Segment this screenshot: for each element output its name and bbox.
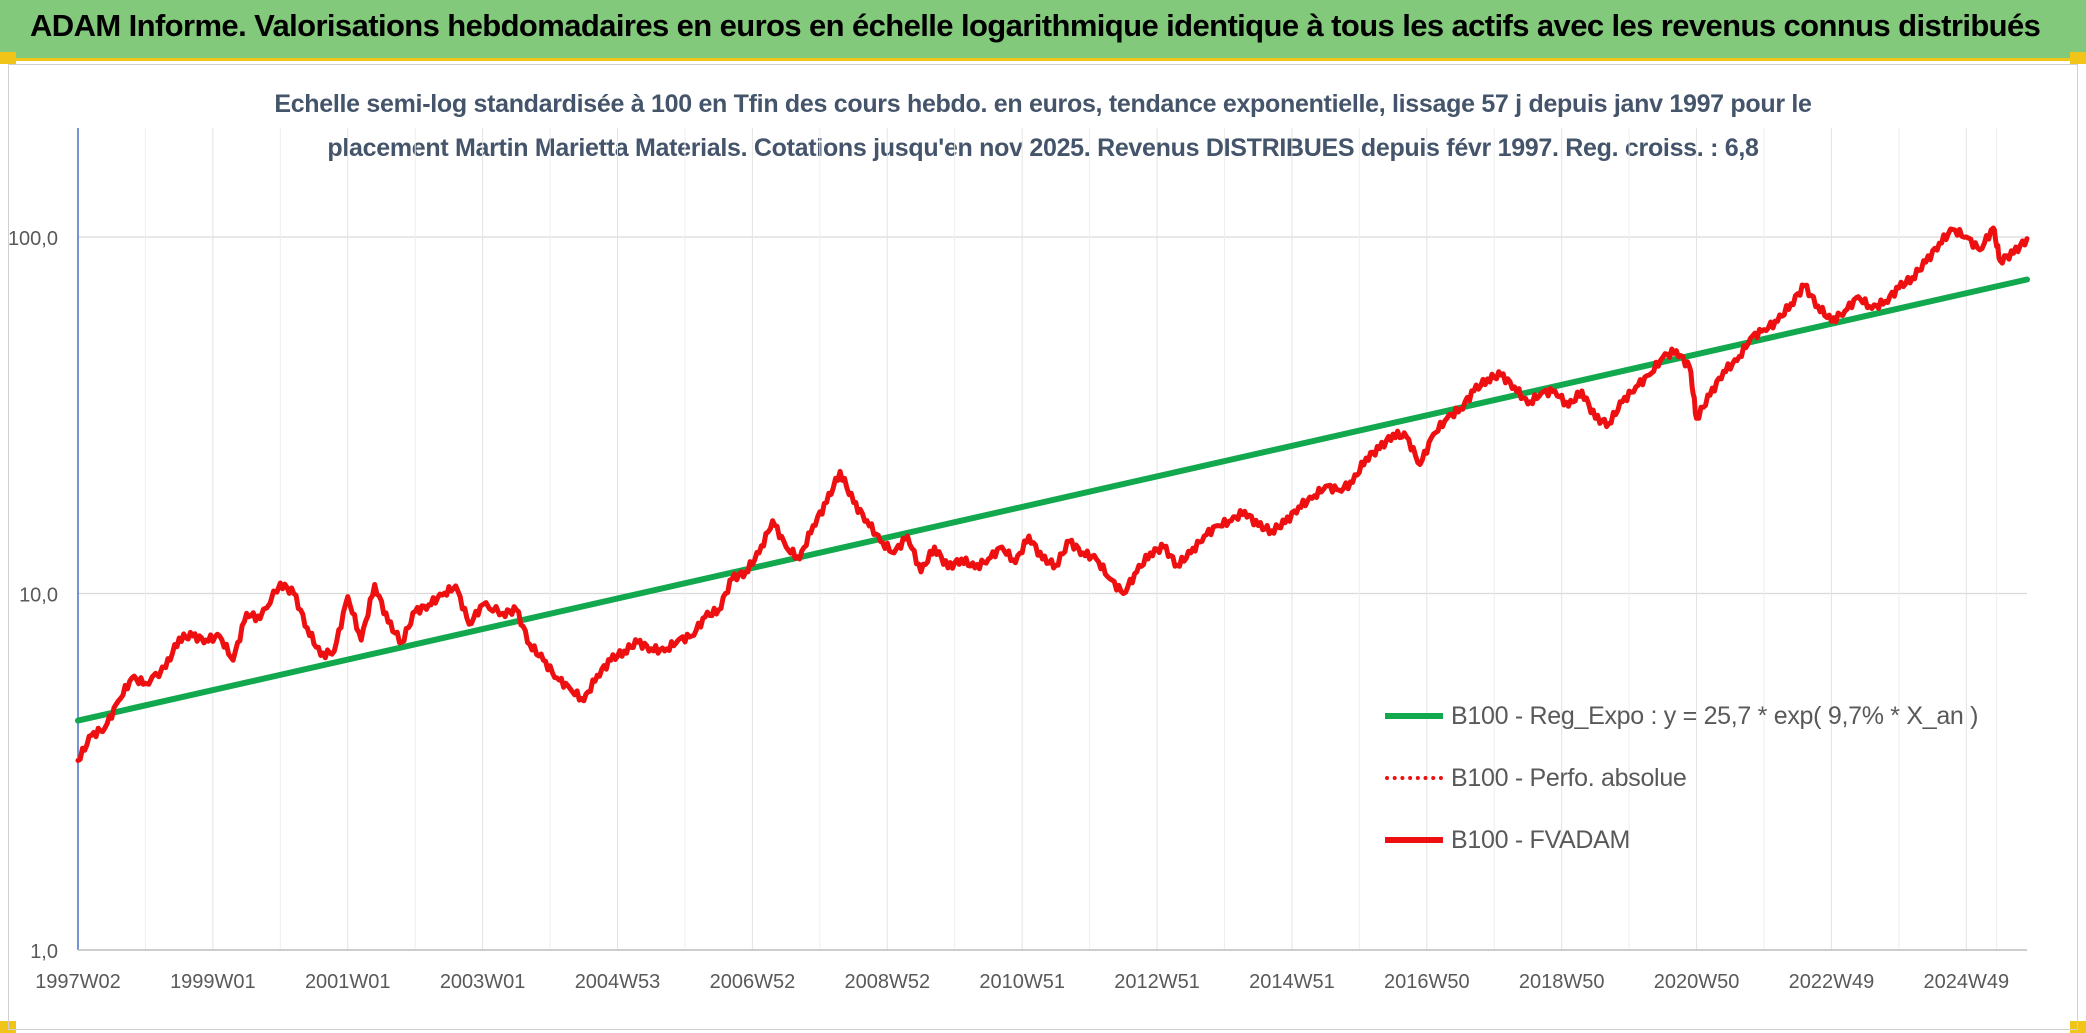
legend-label: B100 - FVADAM: [1451, 825, 1631, 854]
chart-frame: [8, 64, 2078, 1030]
legend-label: B100 - Reg_Expo : y = 25,7 * exp( 9,7% *…: [1451, 701, 1979, 730]
legend-swatch-green-solid: [1385, 713, 1443, 719]
series-line-2: [75, 225, 2030, 763]
x-tick-label: 2016W50: [1384, 971, 1470, 993]
x-tick-label: 2001W01: [305, 971, 391, 993]
legend-item-regression: B100 - Reg_Expo : y = 25,7 * exp( 9,7% *…: [1385, 685, 2005, 747]
x-tick-label: 2003W01: [440, 971, 526, 993]
legend-swatch-red-dotted: [1385, 776, 1443, 780]
x-tick-label: 2024W49: [1923, 971, 2009, 993]
legend-swatch-red-solid: [1385, 837, 1443, 843]
x-tick-label: 2018W50: [1519, 971, 1605, 993]
x-tick-label: 2012W51: [1114, 971, 1200, 993]
page-title: ADAM Informe. Valorisations hebdomadaire…: [30, 8, 2041, 43]
corner-decoration: [0, 52, 16, 64]
legend-item-absolute-performance: B100 - Perfo. absolue: [1385, 747, 2005, 809]
x-tick-label: 1997W02: [35, 971, 121, 993]
header-banner: ADAM Informe. Valorisations hebdomadaire…: [0, 0, 2086, 61]
x-tick-label: 2010W51: [979, 971, 1065, 993]
legend-label: B100 - Perfo. absolue: [1451, 763, 1687, 792]
x-tick-label: 1999W01: [170, 971, 256, 993]
y-tick-label: 10,0: [19, 585, 58, 607]
corner-decoration: [2070, 52, 2086, 64]
y-tick-label: 100,0: [8, 228, 58, 250]
y-tick-label: 1,0: [30, 941, 58, 963]
chart-title-line-1: Echelle semi-log standardisée à 100 en T…: [274, 90, 1812, 118]
x-tick-label: 2014W51: [1249, 971, 1335, 993]
x-tick-label: 2008W52: [844, 971, 930, 993]
series-line-0: [75, 276, 2030, 724]
x-tick-label: 2020W50: [1654, 971, 1740, 993]
chart-title-line-2: placement Martin Marietta Materials. Cot…: [327, 134, 1759, 162]
legend-item-fvadam: B100 - FVADAM: [1385, 809, 2005, 871]
x-tick-label: 2004W53: [575, 971, 661, 993]
x-tick-label: 2022W49: [1789, 971, 1875, 993]
chart-legend: B100 - Reg_Expo : y = 25,7 * exp( 9,7% *…: [1385, 685, 2005, 871]
corner-decoration: [2070, 1021, 2086, 1033]
x-tick-label: 2006W52: [710, 971, 796, 993]
